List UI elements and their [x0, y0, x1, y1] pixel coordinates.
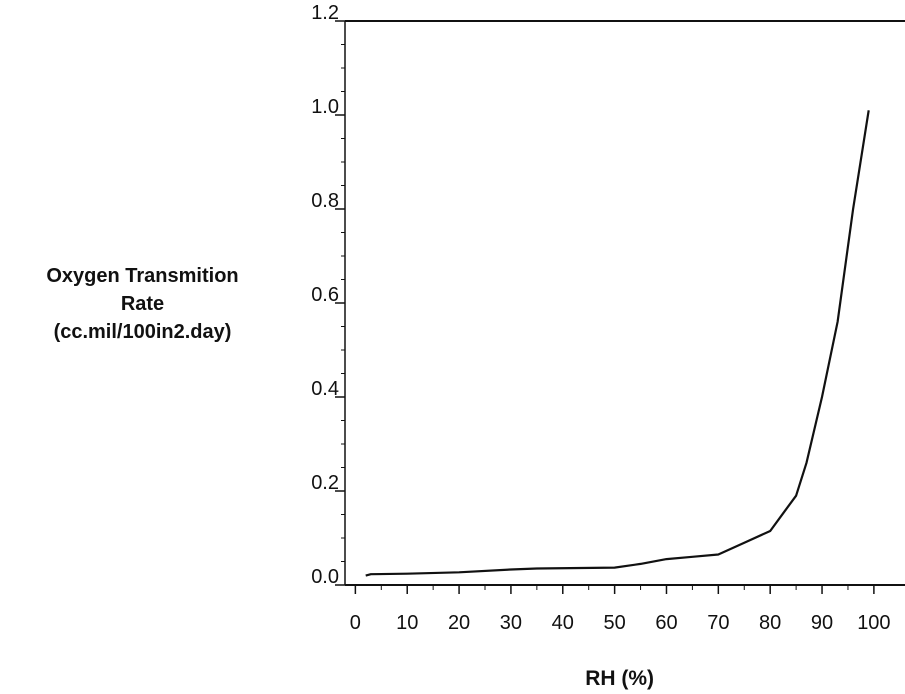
ticks — [335, 20, 875, 594]
x-tick-label: 80 — [759, 612, 781, 634]
y-axis-label-line-2: Rate — [120, 293, 165, 315]
y-axis-label-line-3: (cc.mil/100in2.day) — [53, 321, 232, 343]
y-tick-label: 0.4 — [311, 378, 339, 400]
x-tick-label: 50 — [604, 612, 626, 634]
series-group — [365, 110, 870, 577]
y-tick-label: 0.2 — [311, 472, 339, 494]
series-line — [365, 110, 870, 577]
y-axis-label: Oxygen Transmition Rate (cc.mil/100in2.d… — [0, 262, 285, 346]
y-tick-label: 0.6 — [311, 284, 339, 306]
y-tick-label: 1.0 — [311, 96, 339, 118]
x-tick-label: 90 — [811, 612, 833, 634]
x-tick-label: 10 — [396, 612, 418, 634]
x-tick-label: 40 — [552, 612, 574, 634]
x-tick-label: 70 — [707, 612, 729, 634]
x-tick-label: 100 — [857, 612, 890, 634]
axes — [344, 20, 905, 586]
x-tick-label: 0 — [350, 612, 361, 634]
y-axis-label-line-1: Oxygen Transmition — [46, 265, 239, 287]
x-tick-label: 30 — [500, 612, 522, 634]
x-axis-label: RH (%) — [585, 667, 654, 690]
x-tick-label: 20 — [448, 612, 470, 634]
x-tick-label: 60 — [655, 612, 677, 634]
y-tick-label: 0.0 — [311, 566, 339, 588]
y-tick-label: 1.2 — [311, 2, 339, 24]
tick-labels: 0.0 0.2 0.4 0.6 0.8 1.0 1.2 0 10 20 30 40 50 60 70 80 90… — [311, 2, 890, 634]
y-tick-label: 0.8 — [311, 190, 339, 212]
